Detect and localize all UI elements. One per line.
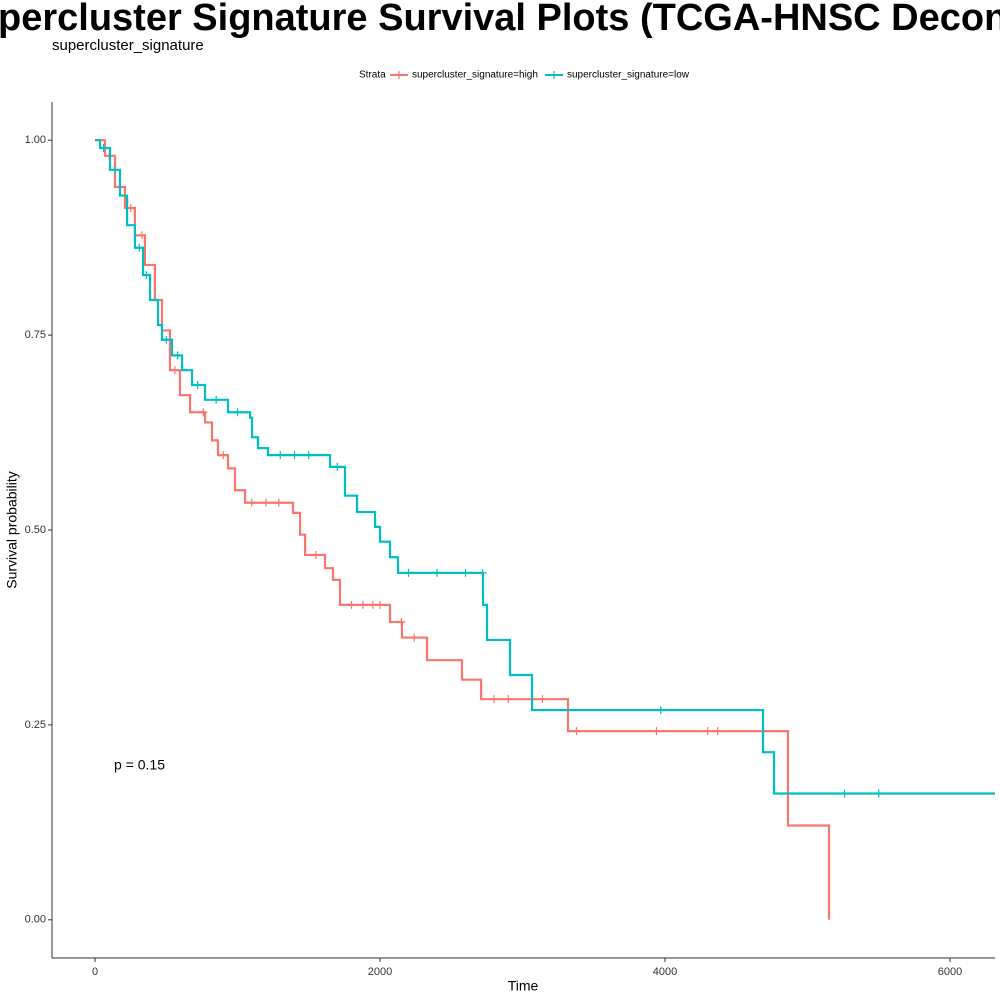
x-tick-label: 6000 xyxy=(938,966,962,978)
censor-mark xyxy=(212,395,221,404)
x-tick-label: 0 xyxy=(92,966,98,978)
censor-mark xyxy=(193,380,202,389)
y-tick-label: 0.00 xyxy=(25,914,46,926)
x-tick-label: 4000 xyxy=(653,966,677,978)
censor-mark xyxy=(304,451,313,460)
y-axis-label: Survival probability xyxy=(4,471,20,589)
censor-mark xyxy=(311,550,320,559)
legend-swatch-mark xyxy=(550,71,558,79)
censor-mark xyxy=(99,143,108,152)
censor-mark xyxy=(490,695,499,704)
censor-mark xyxy=(219,451,228,460)
censor-mark xyxy=(538,695,547,704)
censor-mark xyxy=(247,498,256,507)
legend-label: supercluster_signature=high xyxy=(412,70,538,81)
y-tick-label: 1.00 xyxy=(25,134,46,146)
censor-mark xyxy=(358,600,367,609)
censor-mark xyxy=(874,789,883,798)
y-tick-label: 0.50 xyxy=(25,524,46,536)
chart-title: percluster Signature Survival Plots (TCG… xyxy=(0,0,1000,39)
censor-mark xyxy=(173,351,182,360)
y-tick-label: 0.25 xyxy=(25,719,46,731)
censor-mark xyxy=(840,789,849,798)
survival-curve xyxy=(95,139,995,795)
censor-mark xyxy=(138,231,147,240)
censor-mark xyxy=(397,617,406,626)
censor-mark xyxy=(199,408,208,417)
censor-mark xyxy=(233,408,242,417)
censor-mark xyxy=(504,695,513,704)
censor-mark xyxy=(170,366,179,375)
censor-mark xyxy=(713,727,722,736)
censor-mark xyxy=(404,568,413,577)
censor-mark xyxy=(410,633,419,642)
chart-subtitle: supercluster_signature xyxy=(52,37,204,54)
censor-mark xyxy=(572,727,581,736)
censor-mark xyxy=(262,498,271,507)
censor-mark xyxy=(368,600,377,609)
censor-mark xyxy=(274,498,283,507)
censor-mark xyxy=(162,335,171,344)
legend-title: Strata xyxy=(359,70,386,81)
censor-mark xyxy=(135,243,144,252)
survival-curve xyxy=(95,139,831,920)
censor-mark xyxy=(276,451,285,460)
censor-mark xyxy=(347,600,356,609)
censor-mark xyxy=(703,727,712,736)
censor-mark xyxy=(290,451,299,460)
censor-mark xyxy=(652,727,661,736)
legend-label: supercluster_signature=low xyxy=(567,70,690,81)
x-tick-label: 2000 xyxy=(368,966,392,978)
legend-swatch-mark xyxy=(395,71,403,79)
censor-mark xyxy=(478,568,487,577)
censor-mark xyxy=(433,568,442,577)
censor-mark xyxy=(110,165,119,174)
x-axis-label: Time xyxy=(508,978,539,994)
censor-mark xyxy=(333,462,342,471)
censor-mark xyxy=(461,568,470,577)
censor-mark xyxy=(656,706,665,715)
censor-mark xyxy=(142,271,151,280)
censor-mark xyxy=(376,600,385,609)
p-value-annotation: p = 0.15 xyxy=(114,757,165,773)
y-tick-label: 0.75 xyxy=(25,329,46,341)
